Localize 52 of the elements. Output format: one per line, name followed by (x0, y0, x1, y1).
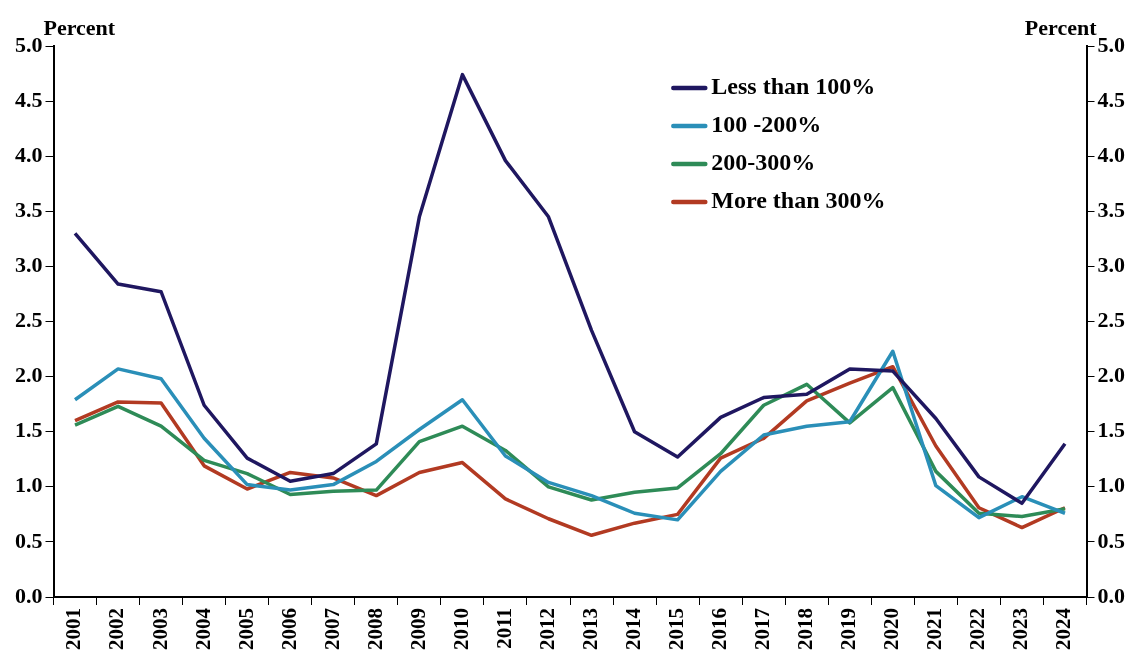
x-tick-label: 2011 (491, 608, 516, 649)
x-tick-label: 2024 (1051, 607, 1076, 650)
x-tick-label: 2015 (664, 608, 689, 650)
y-tick-label: 4.5 (15, 86, 43, 112)
legend-label: More than 300% (711, 187, 886, 214)
y-tick-label: 0.0 (15, 582, 43, 608)
y-tick-label: 2.0 (15, 362, 43, 388)
legend-label: 100 -200% (711, 111, 822, 138)
y-tick-label: 1.5 (15, 417, 43, 443)
x-tick-label: 2020 (879, 608, 904, 650)
x-tick-label: 2009 (405, 608, 430, 650)
y2-tick-label: 4.5 (1097, 86, 1125, 112)
y2-tick-label: 1.0 (1097, 472, 1125, 498)
x-tick-label: 2017 (750, 608, 775, 650)
x-tick-label: 2010 (448, 608, 473, 650)
y2-tick-label: 2.5 (1097, 307, 1125, 333)
x-tick-label: 2012 (534, 608, 559, 650)
y2-tick-label: 3.0 (1097, 252, 1125, 278)
y-tick-label: 4.0 (15, 141, 43, 167)
x-tick-label: 2004 (190, 607, 215, 650)
y2-tick-label: 1.5 (1097, 417, 1125, 443)
x-tick-label: 2019 (836, 608, 861, 650)
y2-tick-label: 4.0 (1097, 141, 1125, 167)
x-tick-label: 2003 (147, 608, 172, 650)
legend-label: Less than 100% (711, 73, 876, 100)
y2-tick-label: 0.5 (1097, 527, 1125, 553)
x-tick-label: 2002 (104, 608, 129, 650)
y2-tick-label: 0.0 (1097, 582, 1125, 608)
legend-label: 200-300% (711, 149, 816, 176)
y-tick-label: 5.0 (15, 31, 43, 57)
y2-tick-label: 5.0 (1097, 31, 1125, 57)
y-tick-label: 3.0 (15, 252, 43, 278)
x-tick-label: 2013 (577, 608, 602, 650)
x-tick-label: 2014 (620, 607, 645, 650)
y-tick-label: 3.5 (15, 196, 43, 222)
x-tick-label: 2006 (276, 608, 301, 650)
x-tick-label: 2005 (233, 608, 258, 650)
y-axis-title: Percent (43, 14, 116, 40)
x-tick-label: 2008 (362, 608, 387, 650)
x-tick-label: 2007 (319, 608, 344, 650)
y2-tick-label: 2.0 (1097, 362, 1125, 388)
x-tick-label: 2021 (922, 608, 947, 650)
y2-tick-label: 3.5 (1097, 196, 1125, 222)
x-tick-label: 2001 (61, 608, 86, 650)
x-tick-label: 2016 (707, 608, 732, 650)
y-tick-label: 1.0 (15, 472, 43, 498)
x-tick-label: 2022 (965, 608, 990, 650)
y-tick-label: 0.5 (15, 527, 43, 553)
y2-axis-title: Percent (1024, 14, 1098, 40)
x-tick-label: 2023 (1008, 608, 1033, 650)
y-tick-label: 2.5 (15, 307, 43, 333)
x-tick-label: 2018 (793, 608, 818, 650)
